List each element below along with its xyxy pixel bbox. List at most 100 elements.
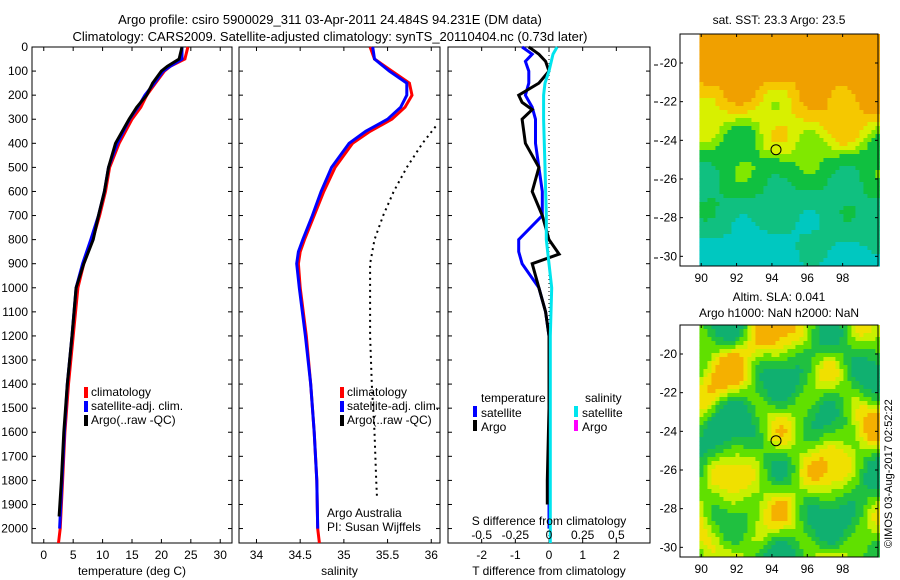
- map-cell: [711, 78, 716, 83]
- legend-swatch: [340, 415, 344, 426]
- map-cell: [807, 106, 812, 111]
- map-cell: [703, 222, 708, 227]
- map-cell: [847, 210, 852, 215]
- map-cell: [831, 357, 836, 362]
- map-cell: [723, 357, 728, 362]
- map-cell: [707, 509, 712, 514]
- map-cell: [811, 38, 816, 43]
- map-cell: [767, 254, 772, 259]
- map-cell: [751, 166, 756, 171]
- map-cell: [851, 433, 856, 438]
- map-cell: [831, 345, 836, 350]
- map-cell: [699, 421, 704, 426]
- y-tick-label: 1300: [1, 353, 28, 367]
- map-cell: [807, 50, 812, 55]
- map-cell: [803, 505, 808, 510]
- map-cell: [867, 62, 872, 67]
- map-cell: [811, 50, 816, 55]
- map-cell: [707, 401, 712, 406]
- map-cell: [823, 361, 828, 366]
- map-cell: [771, 238, 776, 243]
- map-cell: [699, 333, 704, 338]
- map-cell: [771, 218, 776, 223]
- map-cell: [719, 190, 724, 195]
- map-cell: [871, 74, 876, 79]
- map-cell: [815, 194, 820, 199]
- map-cell: [759, 429, 764, 434]
- map-cell: [799, 210, 804, 215]
- map-cell: [755, 174, 760, 179]
- map-cell: [811, 142, 816, 147]
- map-cell: [855, 473, 860, 478]
- map-cell: [835, 38, 840, 43]
- map-cell: [843, 393, 848, 398]
- map-cell: [799, 134, 804, 139]
- map-cell: [859, 365, 864, 370]
- map-cell: [711, 505, 716, 510]
- map-cell: [851, 218, 856, 223]
- map-cell: [839, 110, 844, 115]
- map-cell: [763, 353, 768, 358]
- map-cell: [719, 481, 724, 486]
- map-cell: [759, 421, 764, 426]
- map-cell: [847, 106, 852, 111]
- map-cell: [723, 50, 728, 55]
- map-cell: [867, 226, 872, 231]
- map-cell: [771, 393, 776, 398]
- map-cell: [759, 226, 764, 231]
- map-cell: [783, 501, 788, 506]
- map-cell: [727, 337, 732, 342]
- map-cell: [719, 469, 724, 474]
- map-cell: [771, 501, 776, 506]
- map-cell: [827, 345, 832, 350]
- map-cell: [743, 437, 748, 442]
- map-cell: [707, 501, 712, 506]
- map-cell: [827, 477, 832, 482]
- map-cell: [707, 409, 712, 414]
- map-cell: [751, 493, 756, 498]
- map-cell: [863, 337, 868, 342]
- map-cell: [751, 102, 756, 107]
- map-cell: [779, 178, 784, 183]
- map-cell: [859, 126, 864, 131]
- map-cell: [783, 86, 788, 91]
- map-cell: [751, 146, 756, 151]
- map-cell: [787, 465, 792, 470]
- map-cell: [767, 126, 772, 131]
- map-cell: [851, 178, 856, 183]
- map-cell: [807, 401, 812, 406]
- map-cell: [859, 54, 864, 59]
- map-cell: [747, 82, 752, 87]
- map-cell: [703, 110, 708, 115]
- map-cell: [759, 178, 764, 183]
- map-cell: [779, 409, 784, 414]
- map-cell: [831, 150, 836, 155]
- map-cell: [831, 481, 836, 486]
- map-cell: [771, 497, 776, 502]
- map-cell: [707, 449, 712, 454]
- map-cell: [847, 38, 852, 43]
- map-cell: [699, 345, 704, 350]
- y-tick-label: 1200: [1, 329, 28, 343]
- y-tick-label: 300: [8, 112, 28, 126]
- map-cell: [787, 214, 792, 219]
- map-cell: [863, 50, 868, 55]
- map-cell: [831, 182, 836, 187]
- map-cell: [723, 465, 728, 470]
- map-cell: [703, 238, 708, 243]
- map-cell: [823, 445, 828, 450]
- map-cell: [787, 421, 792, 426]
- map-cell: [723, 102, 728, 107]
- map-cell: [727, 353, 732, 358]
- map-cell: [823, 254, 828, 259]
- map-cell: [707, 118, 712, 123]
- map-cell: [763, 357, 768, 362]
- map-cell: [771, 62, 776, 67]
- map-cell: [811, 214, 816, 219]
- map-cell: [775, 222, 780, 227]
- map-cell: [815, 369, 820, 374]
- map-cell: [799, 385, 804, 390]
- map-cell: [799, 393, 804, 398]
- map-cell: [739, 333, 744, 338]
- map-cell: [739, 481, 744, 486]
